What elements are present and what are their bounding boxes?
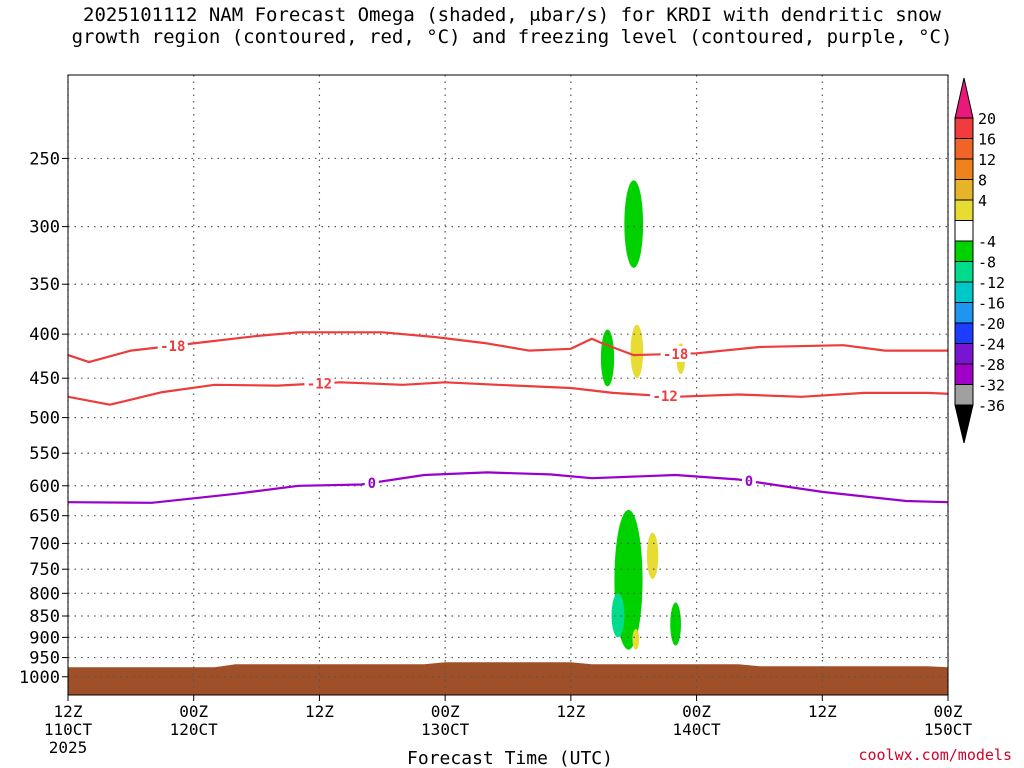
y-tick-label: 900 [29, 628, 60, 648]
contour-label: -18 [160, 339, 185, 355]
omega-region [670, 602, 681, 646]
y-tick-label: 1000 [19, 668, 60, 688]
contour-label-bg [157, 337, 188, 354]
colorbar-bin [954, 384, 974, 406]
y-tick-label: 750 [29, 560, 60, 580]
colorbar-label: -32 [978, 377, 1005, 395]
colorbar-label: 12 [978, 151, 996, 169]
x-tick-label: 150CT [924, 720, 973, 739]
y-tick-label: 550 [29, 444, 60, 464]
colorbar-label: 16 [978, 131, 996, 149]
colorbar-bin [954, 363, 974, 385]
omega-region [646, 532, 659, 580]
contour-label-bg [660, 345, 691, 362]
colorbar-bin [954, 322, 974, 344]
ground-layer [68, 662, 948, 695]
chart-title-line1: 2025101112 NAM Forecast Omega (shaded, μ… [83, 4, 941, 26]
x-tick-label: 12Z [305, 702, 334, 721]
x-tick-label: 00Z [179, 702, 208, 721]
colorbar-bin [954, 199, 974, 221]
y-tick-label: 300 [29, 218, 60, 238]
chart-title-line2: growth region (contoured, red, °C) and f… [71, 26, 953, 48]
colorbar-label: -28 [978, 356, 1005, 374]
x-axis-label: Forecast Time (UTC) [407, 748, 613, 768]
colorbar-label: 4 [978, 192, 987, 210]
omega-region [987, 439, 1004, 515]
colorbar-bottom-arrow [954, 404, 974, 444]
colorbar-label: -4 [978, 233, 996, 251]
colorbar-top-arrow [954, 77, 974, 119]
colorbar-label: -20 [978, 315, 1005, 333]
ground-fill [68, 662, 948, 695]
x-tick-label: 2025 [49, 738, 88, 757]
y-tick-label: 700 [29, 534, 60, 554]
x-tick-label: 00Z [934, 702, 963, 721]
x-tick-label: 140CT [672, 720, 721, 739]
colorbar-bin [954, 240, 974, 262]
x-tick-label: 00Z [682, 702, 711, 721]
colorbar-bin [954, 158, 974, 180]
contour-label-bg [364, 474, 379, 491]
contour-line [68, 381, 948, 406]
x-tick-label: 00Z [431, 702, 460, 721]
y-tick-label: 850 [29, 607, 60, 627]
x-tick-label: 12Z [808, 702, 837, 721]
omega-region [611, 593, 625, 638]
contour-label: -18 [663, 347, 688, 363]
x-tick-label: 120CT [170, 720, 219, 739]
y-tick-label: 350 [29, 275, 60, 295]
plot-frame [67, 74, 949, 696]
colorbar-bin [954, 138, 974, 160]
colorbar-label: 20 [978, 110, 996, 128]
colorbar-bin [954, 179, 974, 201]
colorbar-label: -24 [978, 336, 1005, 354]
y-tick-label: 950 [29, 649, 60, 669]
omega-region [632, 628, 640, 650]
colorbar-bin [954, 220, 974, 242]
colorbar-bin [954, 117, 974, 139]
colorbar-bin [954, 281, 974, 303]
colorbar-label: -8 [978, 254, 996, 272]
x-tick-label: 130CT [421, 720, 470, 739]
contour-label: 0 [368, 476, 376, 492]
y-tick-label: 600 [29, 477, 60, 497]
colorbar-label: -36 [978, 397, 1005, 415]
colorbar-bin [954, 302, 974, 324]
contour-label-bg [741, 473, 756, 490]
colorbar-bin [954, 343, 974, 365]
colorbar: 20 16 12 8 4 -4 -8 -12 -16 -20 -24 -28 -32 -36 [954, 77, 1005, 444]
x-tick-label: 110CT [44, 720, 93, 739]
contour-line [68, 471, 948, 504]
colorbar-label: -12 [978, 274, 1005, 292]
y-tick-label: 500 [29, 409, 60, 429]
omega-region [624, 180, 644, 268]
x-tick-label: 12Z [556, 702, 585, 721]
y-tick-label: 450 [29, 369, 60, 389]
contour-label: 0 [745, 474, 753, 490]
y-axis: 2503003504004505005506006507007508008509… [19, 149, 68, 688]
omega-region [630, 324, 644, 379]
y-tick-label: 650 [29, 507, 60, 527]
colorbar-label: -16 [978, 295, 1005, 313]
y-tick-label: 400 [29, 325, 60, 345]
y-tick-label: 250 [29, 149, 60, 169]
colorbar-bin [954, 261, 974, 283]
y-tick-label: 800 [29, 584, 60, 604]
contour-label-bg [304, 375, 335, 392]
x-tick-label: 12Z [54, 702, 83, 721]
contour-lines: -18-18-18-12-12-12000 [68, 331, 948, 504]
watermark: coolwx.com/models [858, 746, 1012, 764]
colorbar-label: 8 [978, 172, 987, 190]
contour-label: -12 [652, 389, 677, 405]
contour-label-bg [650, 388, 681, 405]
contour-line [68, 331, 948, 364]
contour-label: -12 [307, 376, 332, 392]
